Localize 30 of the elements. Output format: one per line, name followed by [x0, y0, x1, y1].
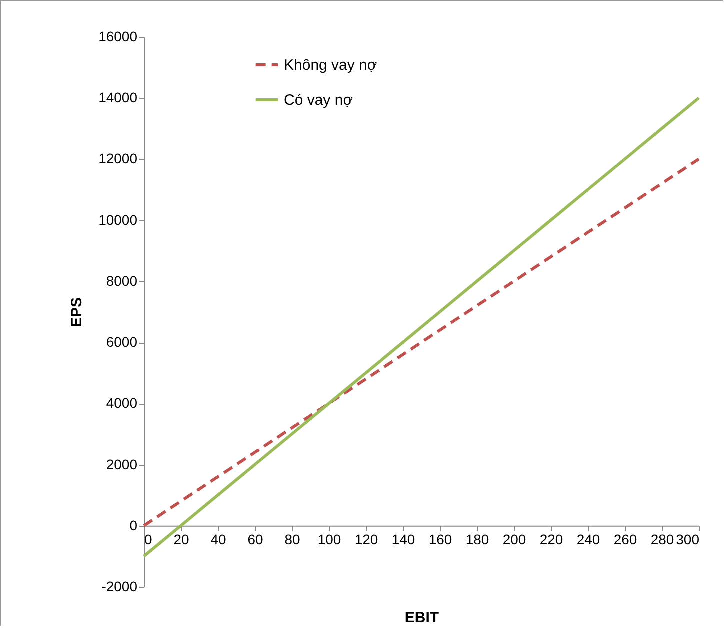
- x-tick-label: 220: [540, 531, 564, 548]
- x-tick-label: 80: [284, 531, 300, 548]
- x-tick-label: 280: [650, 531, 674, 548]
- x-tick-label: 0: [144, 531, 152, 548]
- x-tick-label: 60: [248, 531, 264, 548]
- x-tick-label: 120: [354, 531, 378, 548]
- x-axis-title: EBIT: [404, 610, 440, 626]
- x-tick-label: 300: [676, 531, 700, 548]
- x-tick-label: 100: [318, 531, 342, 548]
- legend-label: Có vay nợ: [284, 92, 354, 109]
- x-tick-label: 20: [174, 531, 190, 548]
- y-tick-label: -2000: [102, 578, 138, 594]
- y-tick-label: 0: [130, 517, 138, 534]
- y-tick-label: 12000: [98, 150, 138, 167]
- x-tick-label: 140: [392, 531, 416, 548]
- x-tick-label: 180: [466, 531, 490, 548]
- x-tick-label: 240: [576, 531, 600, 548]
- y-tick-label: 16000: [98, 28, 138, 44]
- x-tick-label: 260: [614, 531, 638, 548]
- y-tick-label: 14000: [98, 90, 138, 106]
- y-tick-label: 6000: [106, 334, 138, 350]
- x-tick-label: 200: [502, 531, 526, 548]
- y-axis-title: EPS: [68, 297, 86, 328]
- legend-label: Không vay nợ: [284, 57, 378, 74]
- x-tick-label: 160: [428, 531, 452, 548]
- y-tick-label: 4000: [106, 395, 138, 412]
- y-tick-label: 8000: [106, 272, 138, 289]
- x-tick-label: 40: [210, 531, 226, 548]
- y-tick-label: 2000: [106, 456, 138, 472]
- y-tick-label: 10000: [98, 212, 138, 228]
